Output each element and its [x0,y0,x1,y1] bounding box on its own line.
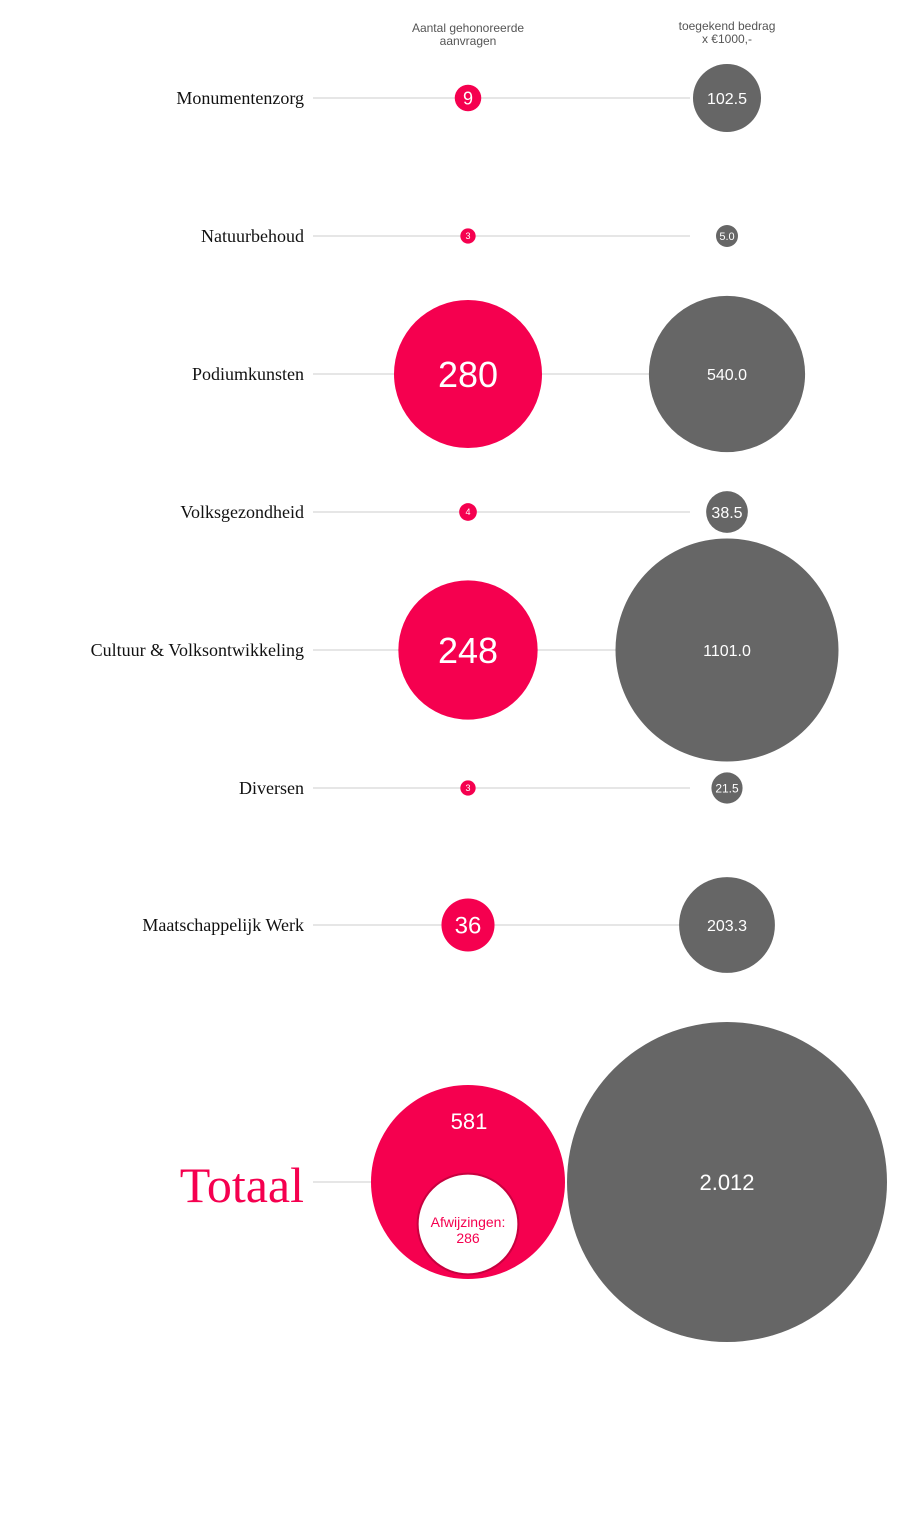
total-amount-bubble [567,1022,887,1342]
category-row: Podiumkunsten 280 540.0 [192,295,806,453]
amount-value-label: 38.5 [711,505,742,522]
amount-value-label: 102.5 [707,91,747,108]
rejections-label-line: Afwijzingen: [431,1214,506,1230]
amount-bubble [692,63,762,133]
category-label: Podiumkunsten [192,364,304,384]
rejections-bubble [416,1172,520,1276]
category-label: Maatschappelijk Werk [142,915,304,935]
amount-bubble [679,877,775,973]
count-bubble [460,228,476,244]
amount-value-label: 1101.0 [703,643,751,660]
amount-bubble [716,225,738,247]
category-row: Cultuur & Volksontwikkeling 248 1101.0 [91,538,839,762]
amount-value-label: 21.5 [715,781,739,795]
count-value-label: 4 [465,507,470,517]
category-row: Monumentenzorg 9 102.5 [176,63,762,133]
count-header-line: Aantal gehonoreerde [412,21,524,35]
amount-bubble [711,772,743,804]
category-label: Natuurbehoud [201,226,304,246]
count-bubble [454,84,482,112]
rejections-label-line: 286 [456,1230,480,1246]
amount-bubble [706,491,748,533]
count-bubble [460,780,476,796]
category-label: Cultuur & Volksontwikkeling [91,640,304,660]
amount-header-line: toegekend bedrag [679,19,776,33]
count-value-label: 3 [465,231,470,241]
count-value-label: 280 [438,354,498,395]
category-row: Maatschappelijk Werk 36 203.3 [142,877,775,973]
category-label: Diversen [239,778,304,798]
count-header-line: aanvragen [440,34,497,48]
count-value-label: 36 [455,913,482,940]
amount-bubble [615,538,839,762]
total-label: Totaal [180,1157,304,1213]
total-count-label: 581 [451,1109,488,1134]
count-value-label: 9 [463,88,473,108]
count-value-label: 248 [438,630,498,671]
category-rows: Monumentenzorg 9 102.5 Natuurbehoud 3 5.0 Podi… [91,63,839,973]
amount-bubble [648,295,806,453]
count-bubble [459,503,477,521]
amount-value-label: 203.3 [707,918,747,935]
total-row: Totaal 581 Afwijzingen:286 2.012 [180,1022,887,1342]
category-label: Volksgezondheid [180,502,304,522]
total-amount-label: 2.012 [699,1170,754,1195]
count-bubble [394,300,542,448]
count-value-label: 3 [465,783,470,793]
count-bubble [441,898,495,952]
category-row: Natuurbehoud 3 5.0 [201,225,738,247]
category-row: Volksgezondheid 4 38.5 [180,491,748,533]
category-row: Diversen 3 21.5 [239,772,743,804]
amount-value-label: 540.0 [707,367,747,384]
category-label: Monumentenzorg [176,88,304,108]
amount-header-line: x €1000,- [702,32,752,46]
count-bubble [398,580,538,720]
amount-value-label: 5.0 [719,231,734,243]
